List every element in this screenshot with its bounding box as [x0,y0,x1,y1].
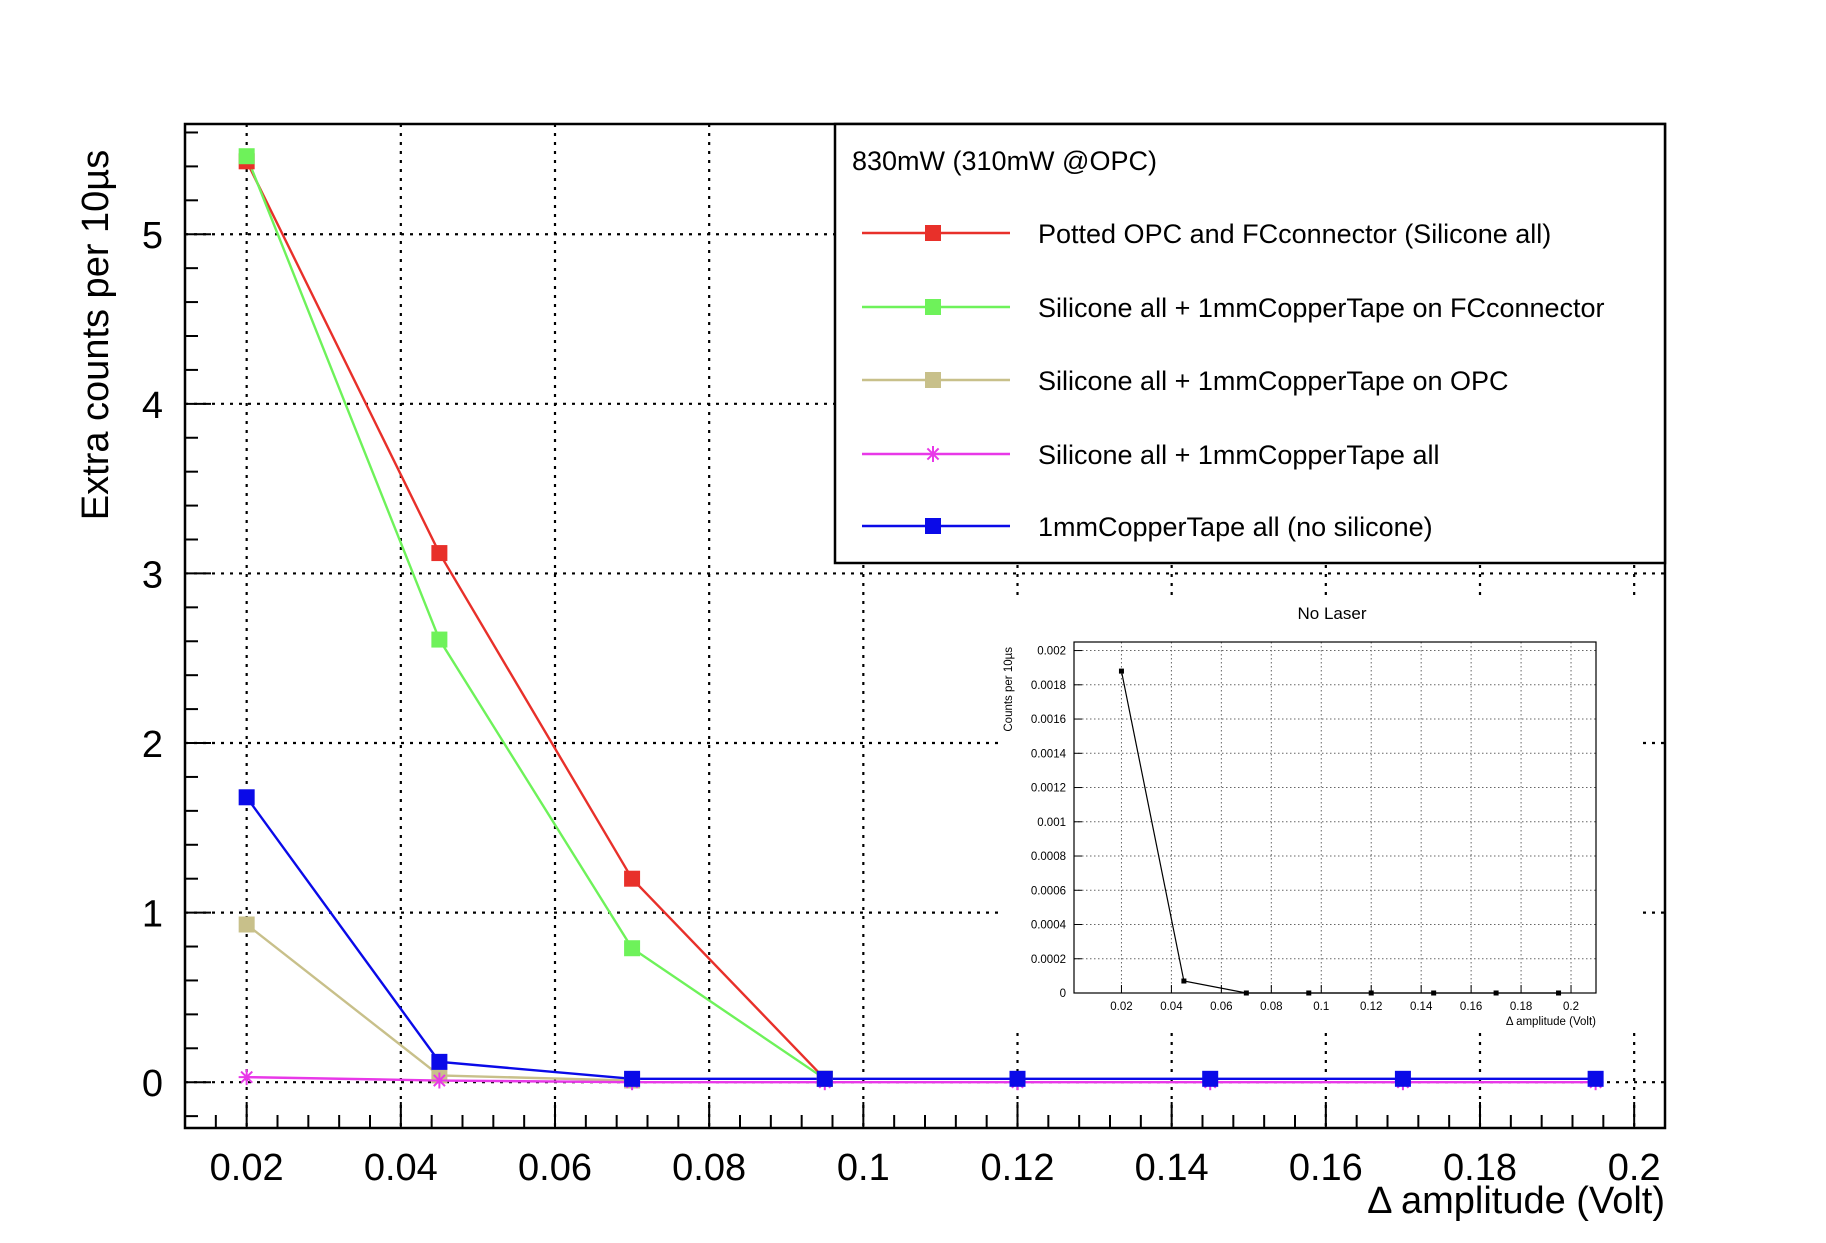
x-tick-label: 0.1 [837,1147,890,1189]
legend-marker [925,518,941,534]
legend-item-4: Silicone all + 1mmCopperTape all [862,440,1439,470]
marker-stroke [433,1074,446,1087]
inset-data-point [1118,668,1124,674]
data-point [431,631,448,648]
data-point [1202,1070,1219,1087]
legend-label: 1mmCopperTape all (no silicone) [1038,512,1433,542]
data-point [624,940,641,957]
inset-y-axis-title: Counts per 10µs [1003,647,1015,732]
legend-marker [925,372,941,388]
legend-label: Silicone all + 1mmCopperTape on FCconnec… [1038,293,1605,323]
legend-label: Silicone all + 1mmCopperTape on OPC [1038,366,1508,396]
inset-y-tick-label: 0.0006 [1031,885,1066,897]
legend: 830mW (310mW @OPC) Potted OPC and FCconne… [833,122,1667,565]
legend-item-2: Silicone all + 1mmCopperTape on FCconnec… [862,293,1605,323]
inset-x-tick-label: 0.04 [1160,1001,1183,1013]
legend-label: Silicone all + 1mmCopperTape all [1038,440,1439,470]
legend-title: 830mW (310mW @OPC) [852,146,1157,176]
x-tick-label: 0.06 [518,1147,592,1189]
inset-background [1000,596,1640,1028]
inset-x-tick-label: 0.02 [1110,1001,1132,1013]
series-line-2 [245,155,826,1080]
legend-marker [925,446,941,462]
axis-ticks [184,131,1666,1128]
legend-label: Potted OPC and FCconnector (Silicone all… [1038,219,1551,249]
data-point [1009,1070,1026,1087]
legend-item-1: Potted OPC and FCconnector (Silicone all… [862,219,1551,249]
data-point [238,789,255,806]
inset-y-tick-label: 0.0004 [1031,920,1067,932]
data-point [624,1070,641,1087]
inset-y-tick-label: 0.0002 [1031,954,1066,966]
x-axis-title: Δ amplitude (Volt) [1367,1180,1665,1222]
y-tick-label: 5 [142,215,163,257]
inset-y-tick-label: 0.001 [1037,817,1066,829]
data-point [238,1069,255,1086]
legend-box [833,122,1667,565]
inset-x-tick-label: 0.1 [1313,1001,1329,1013]
data-point [816,1070,833,1087]
marker-stroke [240,1070,253,1084]
inset-x-tick-label: 0.08 [1260,1001,1282,1013]
inset-x-tick-label: 0.16 [1460,1001,1482,1013]
x-tick-label: 0.08 [672,1147,746,1189]
y-tick-label: 4 [142,385,163,427]
data-point [238,148,255,165]
x-tick-label: 0.16 [1289,1147,1363,1189]
inset-title: No Laser [1298,604,1367,623]
y-axis-title: Extra counts per 10µs [75,150,117,520]
legend-marker [925,299,941,315]
legend-marker [925,225,941,241]
data-point [1394,1070,1411,1087]
x-tick-label: 0.14 [1135,1147,1209,1189]
data-point [624,870,641,887]
x-tick-label: 0.2 [1608,1147,1661,1189]
data-point [238,916,255,933]
inset-y-tick-label: 0.0016 [1031,714,1066,726]
series-line-1 [245,160,826,1080]
y-tick-label: 1 [142,894,163,936]
inset-y-tick-label: 0.0018 [1031,680,1066,692]
inset-y-tick-label: 0.0008 [1031,851,1066,863]
data-point [1587,1070,1604,1087]
x-tick-label: 0.18 [1443,1147,1517,1189]
y-tick-label: 0 [142,1063,163,1105]
x-tick-label: 0.04 [364,1147,438,1189]
data-point [431,1072,448,1089]
series-markers-5 [238,789,1604,1087]
legend-item-5: 1mmCopperTape all (no silicone) [862,512,1433,542]
inset-ticks [1074,650,1572,994]
inset-x-tick-label: 0.2 [1563,1001,1579,1013]
legend-item-3: Silicone all + 1mmCopperTape on OPC [862,366,1508,396]
series-line-4 [246,1075,1596,1084]
inset-data-point [1181,978,1187,984]
series-line-5 [245,796,1596,1081]
marker-stroke [926,447,940,461]
inset-plot: No Laser 0.02 0.04 0.06 0.08 0.1 0.12 0.14 0.16 0… [1000,596,1640,1028]
inset-y-tick-label: 0 [1060,988,1066,1000]
y-tick-label: 2 [142,724,163,766]
x-tick-label: 0.02 [210,1147,284,1189]
x-tick-label: 0.12 [981,1147,1055,1189]
inset-frame [1073,641,1597,994]
y-tick-label: 3 [142,554,163,596]
inset-x-tick-label: 0.18 [1510,1001,1532,1013]
data-point [431,1053,448,1070]
inset-y-tick-label: 0.0014 [1031,748,1067,760]
inset-y-tick-label: 0.002 [1037,646,1066,658]
inset-x-tick-label: 0.12 [1360,1001,1382,1013]
inset-x-tick-label: 0.14 [1410,1001,1433,1013]
data-point [431,545,448,562]
inset-x-axis-title: Δ amplitude (Volt) [1506,1016,1596,1028]
inset-x-tick-label: 0.06 [1210,1001,1232,1013]
inset-y-tick-label: 0.0012 [1031,783,1066,795]
